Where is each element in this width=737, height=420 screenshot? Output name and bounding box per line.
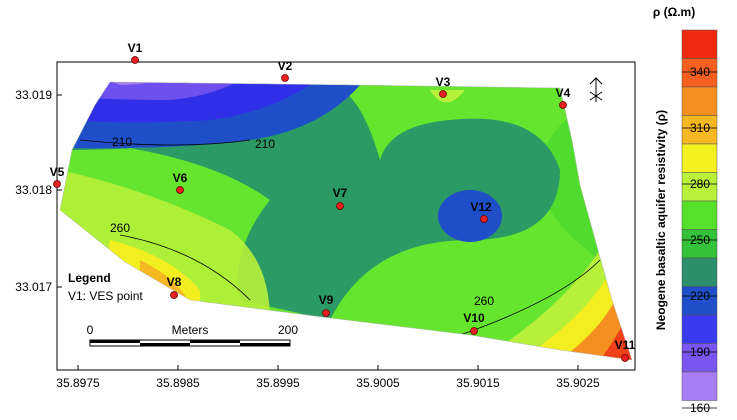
contour-label: 210 [112, 135, 132, 149]
colorbar-band [681, 29, 718, 59]
ves-point [131, 56, 139, 64]
colorbar-band [681, 58, 718, 88]
colorbar-tick-label: 250 [690, 233, 710, 247]
colorbar-tick-label: 280 [690, 177, 710, 191]
colorbar-band [681, 371, 718, 401]
legend-title: Legend [68, 271, 111, 285]
x-tick-label: 35.9015 [456, 376, 500, 390]
ves-label: V6 [173, 171, 188, 185]
ves-label: V12 [470, 200, 492, 214]
ves-point [621, 354, 629, 362]
colorbar-band [681, 115, 718, 145]
legend-text: V1: VES point [68, 289, 143, 303]
colorbar: ρ (Ω.m) Neogene basaltic aquifer resisti… [653, 5, 718, 415]
y-tick-label: 33.018 [15, 183, 52, 197]
colorbar-band [681, 314, 718, 344]
ves-label: V3 [436, 75, 451, 89]
colorbar-band [681, 229, 718, 259]
colorbar-band [681, 257, 718, 287]
colorbar-title: ρ (Ω.m) [653, 5, 695, 19]
ves-label: V7 [333, 186, 348, 200]
contour-label: 210 [255, 137, 275, 151]
ves-label: V8 [167, 275, 182, 289]
colorbar-tick-label: 310 [690, 121, 710, 135]
ves-point [480, 215, 488, 223]
colorbar-label: Neogene basaltic aquifer resistivity (ρ) [654, 110, 668, 330]
ves-label: V9 [319, 293, 334, 307]
axes: 33.019 33.018 33.017 35.8975 35.8985 35.8995 3… [15, 88, 600, 390]
area-outline [59, 81, 633, 361]
ves-point [322, 309, 330, 317]
ves-point [170, 291, 178, 299]
colorbar-tick-label: 340 [690, 65, 710, 79]
colorbar-band [681, 172, 718, 202]
ves-point [470, 327, 478, 335]
ves-point [559, 101, 567, 109]
ves-point [336, 202, 344, 210]
contour-label: 260 [474, 294, 494, 308]
contour-label: 260 [110, 221, 130, 235]
ves-label: V5 [50, 165, 65, 179]
x-tick-label: 35.8995 [256, 376, 300, 390]
x-tick-label: 35.8985 [156, 376, 200, 390]
ves-label: V10 [463, 311, 485, 325]
contour-labels: 210 210 260 260 [110, 135, 494, 308]
ves-point [439, 90, 447, 98]
colorbar-tick-label: 220 [690, 289, 710, 303]
scale-bar: 0 Meters 200 [87, 323, 298, 347]
ves-point [176, 186, 184, 194]
ves-point [53, 180, 61, 188]
y-tick-label: 33.019 [15, 88, 52, 102]
scale-end: 200 [278, 323, 298, 337]
x-tick-label: 35.9025 [556, 376, 600, 390]
colorbar-tick-label: 190 [690, 345, 710, 359]
colorbar-band [681, 143, 718, 173]
colorbar-band [681, 200, 718, 230]
colorbar-tick-label: 160 [690, 401, 710, 415]
ves-label: V11 [615, 338, 636, 352]
north-arrow [589, 77, 603, 102]
x-tick-label: 35.9005 [356, 376, 400, 390]
ves-label: V2 [278, 59, 293, 73]
colorbar-band [681, 86, 718, 116]
ves-point [281, 74, 289, 82]
ves-label: V4 [556, 86, 571, 100]
ves-label: V1 [128, 41, 143, 55]
scale-start: 0 [87, 323, 94, 337]
y-tick-label: 33.017 [15, 280, 52, 294]
x-tick-label: 35.8975 [56, 376, 100, 390]
ves-points: V1 V2 V3 V4 V5 V6 V7 V12 V8 V9 V10 V11 [50, 41, 636, 362]
scale-unit: Meters [172, 323, 209, 337]
